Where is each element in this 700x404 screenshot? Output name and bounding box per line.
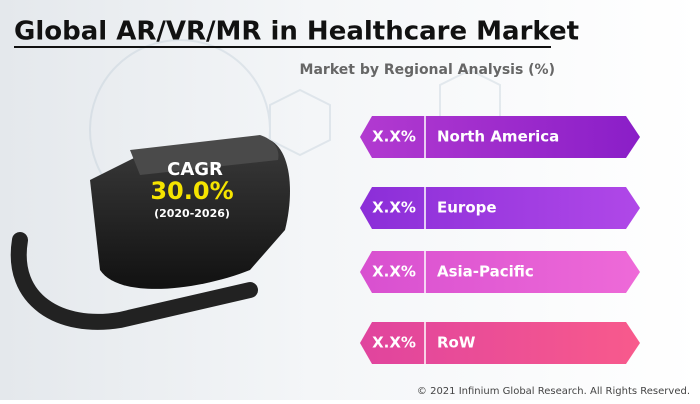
cagr-value: 30.0% — [150, 177, 233, 205]
region-label: North America — [437, 128, 559, 146]
region-value: X.X% — [372, 334, 416, 352]
region-label: Asia-Pacific — [437, 263, 534, 281]
region-list: X.X% North America X.X% Europe X.X% Asia-Paci… — [360, 116, 640, 364]
footer: © 2021 Infinium Global Research. All Rig… — [417, 386, 690, 397]
region-banner — [360, 322, 640, 364]
region-value: X.X% — [372, 128, 416, 146]
region-banner — [360, 187, 640, 229]
region-banner — [360, 116, 640, 158]
region-value: X.X% — [372, 199, 416, 217]
region-value: X.X% — [372, 263, 416, 281]
cagr-period: (2020-2026) — [154, 207, 230, 220]
headset: CAGR 30.0% (2020-2026) — [10, 135, 290, 330]
region-banner — [360, 251, 640, 293]
title: Global AR/VR/MR in Healthcare Market — [14, 17, 579, 47]
region-label: Europe — [437, 199, 497, 217]
subtitle: Market by Regional Analysis (%) — [300, 62, 555, 78]
region-label: RoW — [437, 334, 476, 352]
cagr-label: CAGR — [167, 159, 223, 180]
